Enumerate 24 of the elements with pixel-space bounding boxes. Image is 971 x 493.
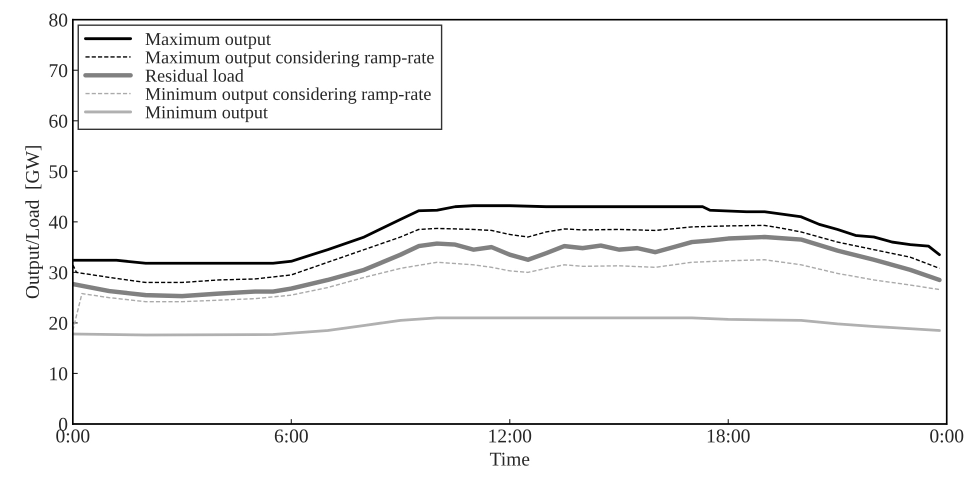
y-tick-label: 30 (49, 266, 68, 280)
y-tick-label: 0 (58, 418, 68, 431)
y-tick-label: 60 (49, 114, 68, 128)
y-tick-label: 10 (50, 367, 68, 380)
x-tick-label: 6:00 (274, 429, 308, 443)
y-tick-label: 40 (48, 216, 68, 229)
y-tick-label: 70 (50, 64, 68, 78)
y-axis-title: Output/Load [GW] (25, 146, 43, 298)
x-tick-label: 18:00 (708, 429, 750, 443)
legend-label: Minimum output (146, 106, 268, 122)
x-tick-label: 12:00 (489, 429, 532, 443)
x-axis-title: Time (490, 452, 530, 466)
x-tick-label: 0:00 (56, 429, 90, 443)
line-series (72, 259, 940, 332)
legend-label: Minimum output considering ramp-rate (146, 87, 431, 104)
legend-label: Maximum output (146, 33, 271, 49)
line-series (72, 234, 942, 298)
legend-label: Residual load (146, 69, 244, 82)
x-tick-label: 0:00 (930, 429, 964, 443)
y-tick-label: 20 (49, 316, 68, 330)
line-series (72, 316, 941, 336)
legend-label: Maximum output considering ramp-rate (146, 50, 434, 68)
y-tick-label: 50 (50, 165, 68, 178)
y-tick-label: 80 (49, 14, 68, 27)
